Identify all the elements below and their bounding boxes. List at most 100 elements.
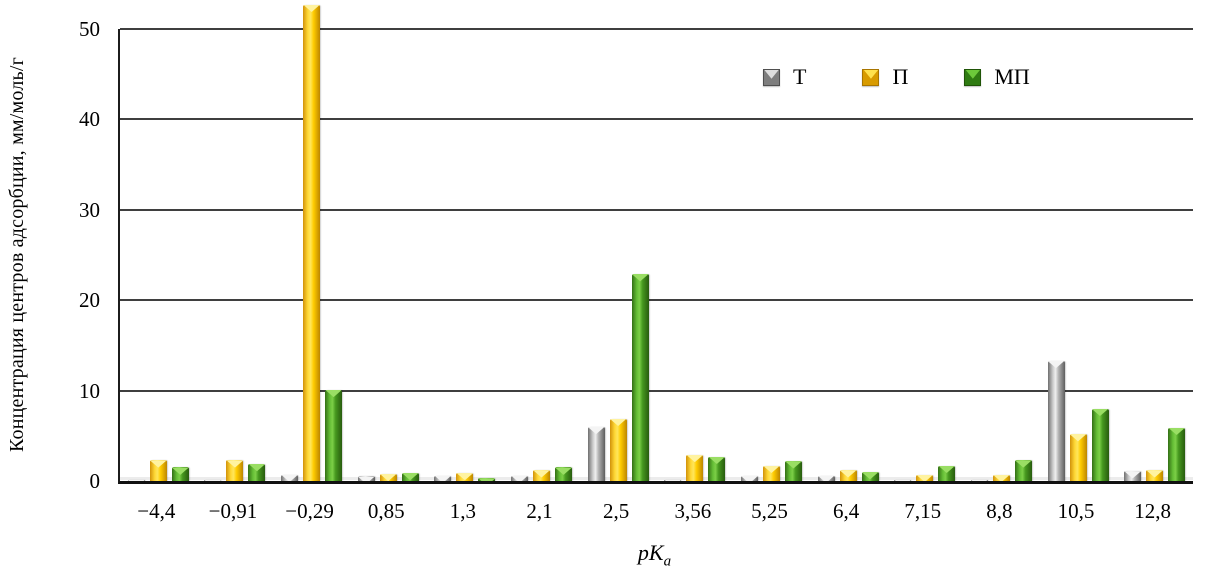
bar-Т-3,56 — [664, 479, 682, 481]
x-tick-label-5,25: 5,25 — [751, 499, 788, 523]
bar-П-10,5 — [1069, 434, 1087, 481]
x-tick-label-10,5: 10,5 — [1057, 499, 1095, 523]
bar-Т-2,5 — [587, 426, 605, 481]
x-tick-label-−4,4: −4,4 — [137, 499, 176, 523]
bar-МП-5,25 — [784, 461, 802, 481]
bar-МП-0,85 — [401, 472, 419, 481]
bar-МП-2,1 — [555, 467, 573, 481]
x-tick-label-−0,91: −0,91 — [208, 499, 258, 523]
bar-Т-10,5 — [1047, 360, 1065, 481]
bar-П-8,8 — [992, 474, 1010, 481]
bar-Т-−0,91 — [204, 480, 222, 481]
legend-label-МП: МП — [994, 64, 1030, 89]
bar-МП-7,15 — [938, 465, 956, 481]
legend-item-Т: Т — [763, 66, 806, 88]
gridline-20 — [120, 299, 1193, 302]
bar-П-−4,4 — [149, 460, 167, 481]
x-axis-ticks: −4,4 −0,91 −0,29 0,85 1,3 2,1 2,5 3,56 5,25 6,4 7,… — [118, 499, 1191, 529]
bar-П-0,85 — [379, 473, 397, 481]
gridline-10 — [120, 389, 1193, 392]
y-tick-label-0: 0 — [89, 469, 101, 493]
x-axis-title-sub: a — [663, 553, 672, 570]
bar-group-6,4 — [810, 29, 887, 481]
x-tick-label-12,8: 12,8 — [1134, 499, 1172, 523]
bar-П-1,3 — [456, 472, 474, 481]
y-tick-label-20: 20 — [79, 288, 100, 313]
x-tick-label-8,8: 8,8 — [986, 499, 1013, 523]
y-tick-label-10: 10 — [79, 378, 100, 403]
bar-МП-6,4 — [861, 471, 879, 481]
bar-Т-12,8 — [1124, 471, 1142, 481]
y-tick-label-30: 30 — [79, 197, 100, 222]
bar-Т-6,4 — [817, 475, 835, 481]
bar-group-2,5 — [580, 29, 657, 481]
plot-area — [118, 4, 1193, 484]
bar-group-−0,91 — [197, 29, 274, 481]
gridline-40 — [120, 118, 1193, 121]
legend-item-МП: МП — [964, 64, 1030, 89]
bar-П-7,15 — [916, 474, 934, 481]
legend-label-П: П — [892, 64, 909, 89]
y-axis-title: Концентрация центров адсорбции, мм/моль/… — [0, 29, 34, 481]
y-axis-title-text: Концентрация центров адсорбции, мм/моль/… — [5, 57, 28, 453]
bar-group-10,5 — [1040, 29, 1117, 481]
gridline-50 — [120, 28, 1193, 30]
bar-group-−0,29 — [273, 4, 350, 481]
x-tick-label-0,85: 0,85 — [367, 499, 405, 523]
y-tick-label-40: 40 — [79, 107, 100, 132]
bar-Т-5,25 — [740, 476, 758, 481]
y-tick-label-50: 50 — [79, 17, 100, 41]
x-tick-label-2,1: 2,1 — [526, 499, 553, 523]
bar-group-1,3 — [427, 29, 504, 481]
bar-МП-12,8 — [1168, 427, 1186, 481]
bar-П-6,4 — [839, 470, 857, 481]
bar-group-12,8 — [1116, 29, 1193, 481]
bar-Т-0,85 — [357, 476, 375, 481]
bar-Т-1,3 — [434, 475, 452, 481]
y-axis-ticks: 0 10 20 30 40 50 — [56, 17, 106, 493]
bar-П-−0,91 — [226, 460, 244, 481]
x-axis-title: pKa — [118, 540, 1191, 570]
bar-МП-2,5 — [631, 273, 649, 481]
bar-group-7,15 — [886, 29, 963, 481]
bar-МП-−0,29 — [325, 389, 343, 481]
x-tick-label-1,3: 1,3 — [449, 499, 476, 523]
bar-group-2,1 — [503, 29, 580, 481]
bar-Т-8,8 — [970, 479, 988, 481]
bar-group-−4,4 — [120, 29, 197, 481]
bar-МП-10,5 — [1091, 408, 1109, 481]
bar-group-8,8 — [963, 29, 1040, 481]
bar-МП-8,8 — [1014, 460, 1032, 481]
bar-Т-−0,29 — [281, 474, 299, 481]
legend-item-П: П — [862, 66, 908, 88]
legend-marker-icon-Т — [763, 68, 780, 86]
legend: Т П МП — [763, 66, 1030, 88]
bar-group-3,56 — [657, 29, 734, 481]
bar-П-12,8 — [1146, 470, 1164, 481]
bar-group-0,85 — [350, 29, 427, 481]
bar-group-5,25 — [733, 29, 810, 481]
legend-label-Т: Т — [793, 64, 807, 89]
x-tick-label-3,56: 3,56 — [674, 499, 712, 523]
x-axis-title-main: pK — [637, 540, 664, 565]
bar-П-2,1 — [533, 470, 551, 481]
floor-strip — [120, 477, 1193, 480]
x-tick-label-7,15: 7,15 — [904, 499, 942, 523]
bar-Т-7,15 — [894, 479, 912, 481]
x-tick-label-−0,29: −0,29 — [285, 499, 334, 523]
bar-П-−0,29 — [303, 4, 321, 481]
bar-Т-−4,4 — [127, 480, 145, 481]
bars-layer — [120, 4, 1193, 481]
bar-МП-3,56 — [708, 456, 726, 481]
x-tick-label-6,4: 6,4 — [832, 499, 860, 523]
bar-Т-2,1 — [511, 475, 529, 481]
gridline-30 — [120, 208, 1193, 211]
legend-marker-icon-МП — [964, 68, 982, 86]
bar-П-3,56 — [686, 454, 704, 481]
bar-П-2,5 — [609, 418, 627, 481]
bar-П-5,25 — [762, 465, 780, 481]
bar-МП-−4,4 — [171, 467, 189, 481]
legend-marker-icon-П — [862, 68, 880, 86]
x-tick-label-2,5: 2,5 — [603, 499, 630, 523]
